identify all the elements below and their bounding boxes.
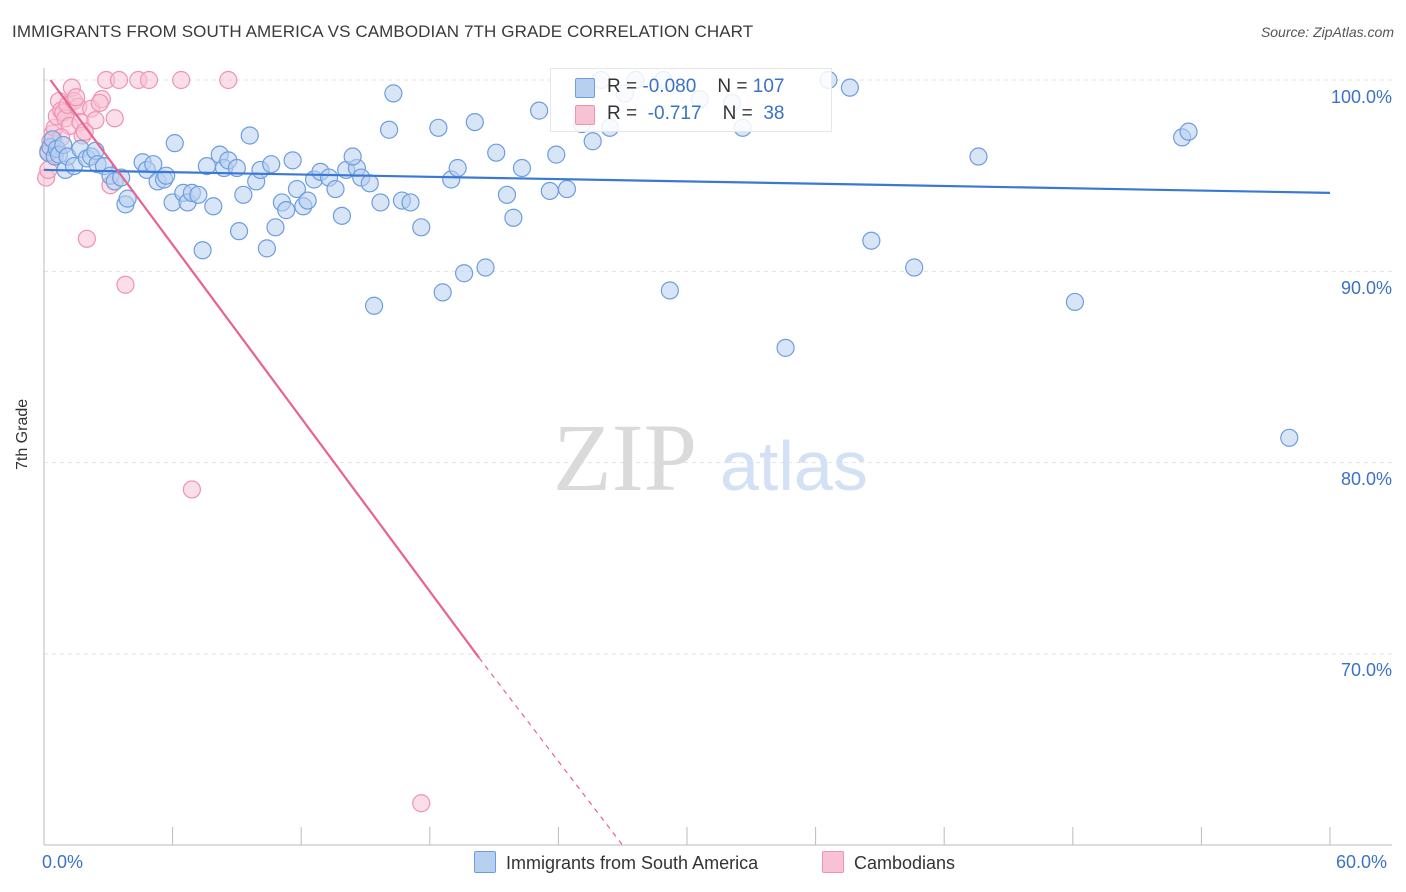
- south-america-point: [401, 193, 420, 212]
- y-tick-label-80: 80.0%: [1340, 469, 1392, 489]
- y-tick-label-70: 70.0%: [1340, 660, 1392, 680]
- south-america-point: [530, 101, 549, 120]
- south-america-point: [412, 218, 431, 237]
- gridlines: [44, 79, 1392, 655]
- south-america-point: [540, 181, 559, 201]
- south-america-point: [840, 78, 859, 97]
- cambodians-point: [105, 109, 124, 128]
- south-america-point: [364, 296, 384, 315]
- legend-label: Cambodians: [854, 853, 956, 873]
- south-america-point: [326, 179, 345, 199]
- south-america-point: [1280, 428, 1299, 447]
- south-america-point: [1179, 122, 1198, 141]
- south-america-point: [266, 218, 285, 237]
- legend-r-value: -0.717: [647, 103, 702, 124]
- south-america-point: [1065, 292, 1085, 312]
- south-america-point: [969, 147, 988, 166]
- legend-n-value: 107: [752, 76, 785, 97]
- x-tick-label-min: 0.0%: [42, 852, 84, 872]
- cambodians-point: [67, 88, 86, 107]
- y-axis-label: 7th Grade: [14, 398, 31, 470]
- y-tick-label-90: 90.0%: [1340, 278, 1392, 298]
- legend-r-label: R =: [607, 103, 638, 124]
- south-america-point: [118, 189, 137, 208]
- cambodians-point: [219, 70, 238, 90]
- cambodians-point: [109, 70, 129, 90]
- south-america-point: [332, 206, 352, 225]
- south-america-point: [165, 134, 184, 153]
- south-america-point: [476, 258, 495, 277]
- south-america-point: [487, 143, 506, 162]
- south-america-point: [465, 112, 484, 132]
- cambodians-point: [412, 794, 431, 813]
- south-america-point: [277, 201, 296, 220]
- south-america-point: [862, 231, 881, 250]
- cambodians-point: [77, 229, 96, 248]
- south-america-trend-line: [43, 168, 1331, 194]
- south-america-point: [504, 208, 523, 227]
- legend-r-label: R =: [607, 76, 638, 97]
- legend-swatch-pink: [575, 105, 595, 125]
- source-label: Source: ZipAtlas.com: [1260, 24, 1394, 40]
- south-america-point: [448, 158, 467, 178]
- south-america-point: [547, 145, 566, 164]
- south-america-point: [905, 258, 924, 277]
- cambodians-point: [116, 275, 135, 294]
- chart-title: IMMIGRANTS FROM SOUTH AMERICA VS CAMBODI…: [12, 22, 754, 41]
- south-america-point: [287, 179, 307, 199]
- south-america-point: [240, 126, 259, 145]
- south-america-point: [660, 281, 679, 300]
- south-america-point: [360, 174, 379, 193]
- south-america-point: [371, 193, 390, 212]
- south-america-point: [189, 185, 208, 204]
- legend-r-value: -0.080: [642, 76, 697, 97]
- south-america-point: [379, 120, 399, 139]
- south-america-point: [234, 185, 253, 204]
- cambodians-trend-extension: [478, 657, 624, 846]
- legend-label: Immigrants from South America: [506, 853, 759, 873]
- trend-lines: [43, 79, 1331, 846]
- south-america-point: [454, 264, 474, 283]
- legend-n-label: N =: [717, 76, 748, 97]
- axes: [43, 68, 1392, 846]
- x-tick-label-max: 60.0%: [1336, 852, 1388, 872]
- south-america-point: [157, 166, 176, 185]
- south-america-point: [557, 179, 577, 199]
- south-america-point: [229, 222, 249, 241]
- south-america-point: [257, 239, 277, 258]
- south-america-point: [497, 185, 517, 204]
- watermark-zip: ZIP: [553, 404, 697, 511]
- south-america-point: [512, 158, 532, 178]
- cambodians-point: [86, 111, 105, 130]
- south-america-point: [384, 84, 403, 103]
- cambodians-point: [75, 122, 94, 141]
- south-america-point: [262, 155, 281, 174]
- legend-swatch-blue: [575, 78, 595, 98]
- south-america-point: [433, 283, 452, 302]
- y-tick-label-100: 100.0%: [1330, 87, 1392, 107]
- south-america-point: [429, 118, 448, 137]
- south-america-point: [283, 151, 302, 170]
- south-america-point: [204, 197, 223, 216]
- south-america-point: [298, 191, 317, 210]
- legend-swatch-blue: [474, 851, 496, 873]
- cambodians-point: [90, 93, 109, 113]
- correlation-legend: R = -0.080 N = 107 R = -0.717 N = 38: [550, 68, 832, 132]
- south-america-point: [193, 241, 212, 260]
- south-america-point: [343, 147, 362, 166]
- south-america-point: [583, 132, 602, 151]
- bottom-legend-south-america: Immigrants from South America: [474, 851, 758, 874]
- cambodians-trend-line: [49, 79, 480, 659]
- bottom-legend-cambodians: Cambodians: [822, 851, 955, 874]
- legend-n-value: 38: [763, 103, 785, 124]
- south-america-point: [776, 338, 795, 357]
- watermark-atlas: atlas: [720, 427, 868, 505]
- cambodians-point: [172, 70, 191, 90]
- cambodians-point: [139, 70, 159, 90]
- cambodians-point: [182, 480, 201, 499]
- legend-n-label: N =: [722, 103, 753, 124]
- legend-swatch-pink: [822, 851, 844, 873]
